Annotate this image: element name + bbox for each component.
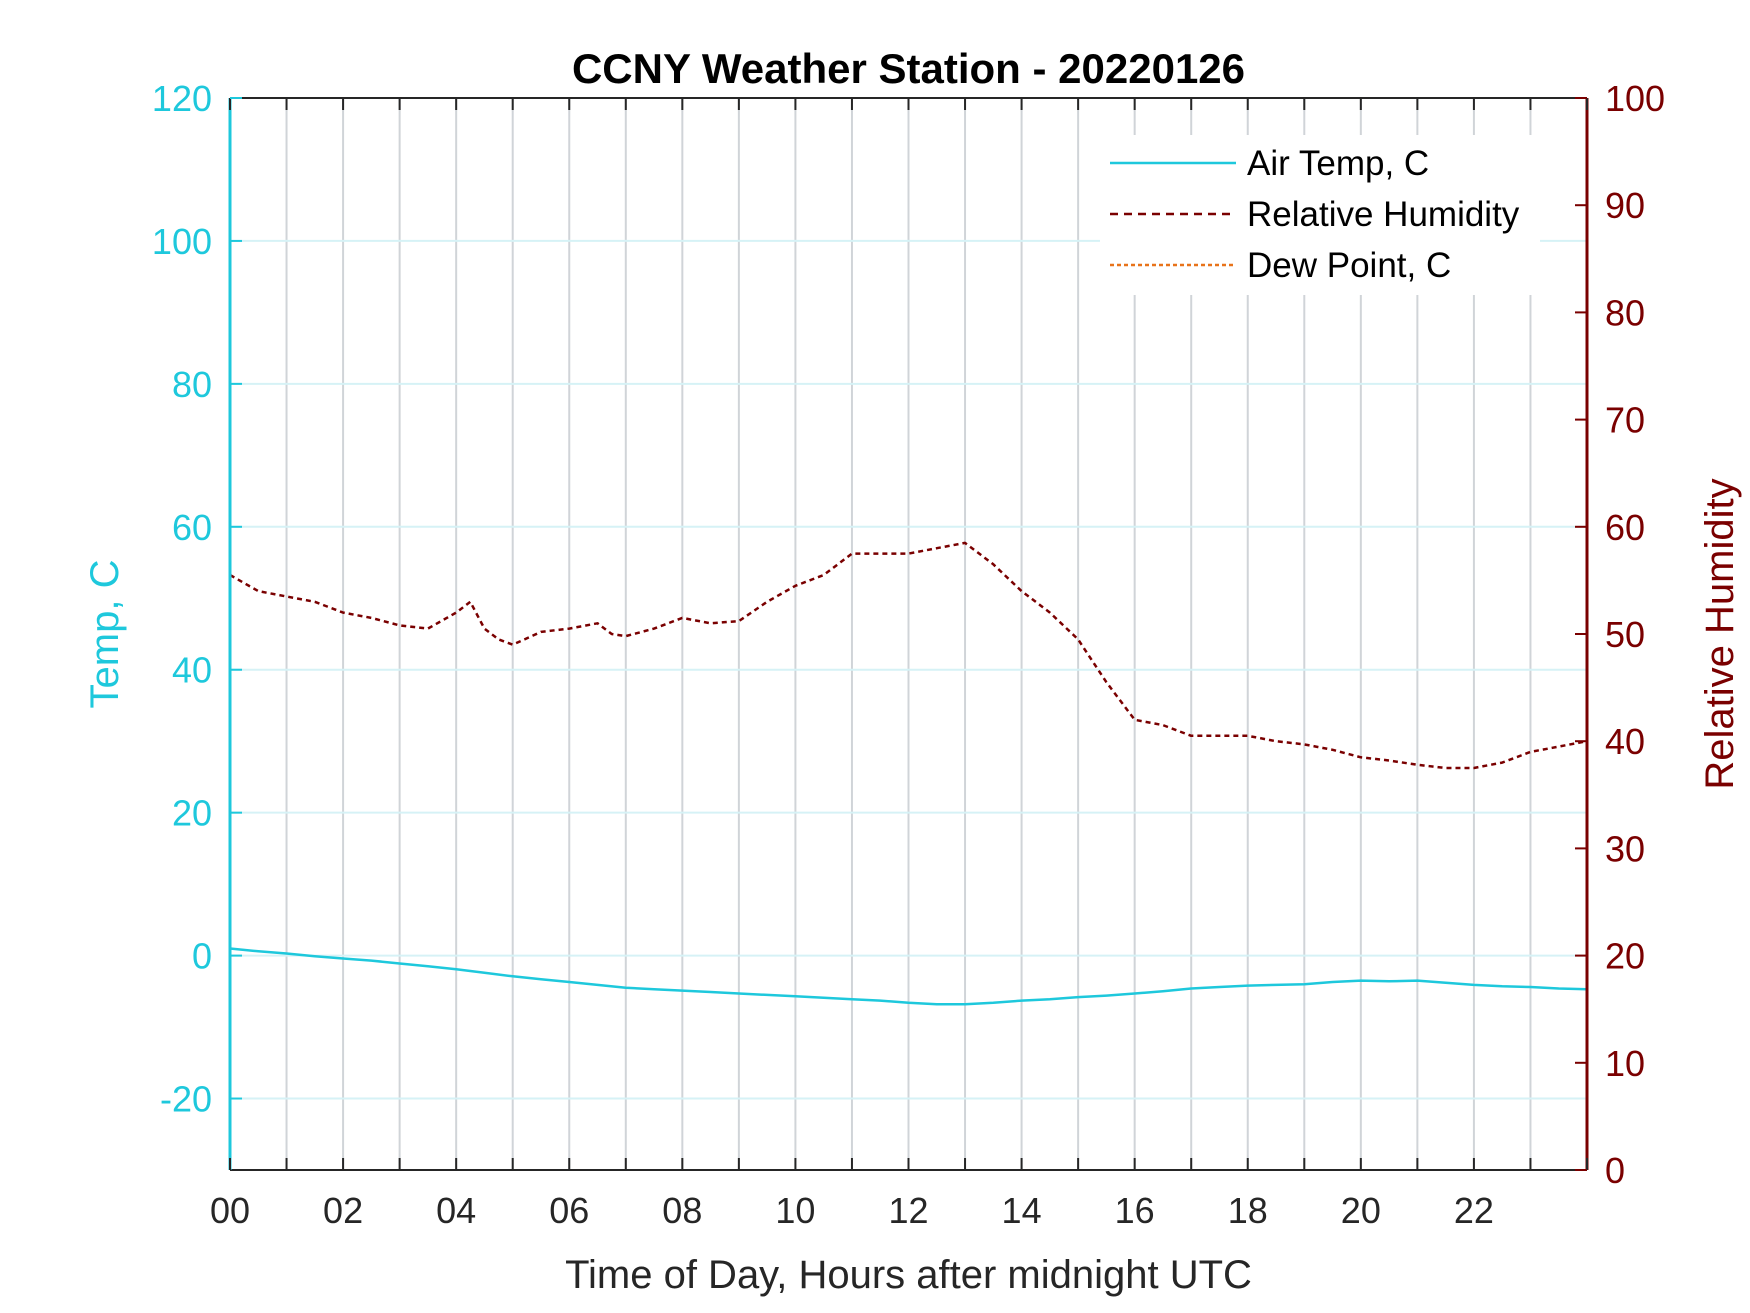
y-right-tick-label: 0: [1605, 1150, 1625, 1191]
legend-label-air-temp: Air Temp, C: [1247, 144, 1429, 183]
chart-title: CCNY Weather Station - 20220126: [572, 45, 1245, 92]
x-tick-label: 06: [549, 1190, 589, 1231]
x-tick-label: 04: [436, 1190, 476, 1231]
y-left-tick-label: 60: [172, 507, 212, 548]
y-right-tick-label: 90: [1605, 185, 1645, 226]
y-left-tick-label: -20: [160, 1079, 212, 1120]
y-axis-left-label: Temp, C: [83, 560, 127, 709]
x-tick-label: 18: [1228, 1190, 1268, 1231]
tick-labels: 00 02 04 06 08 10 12 14 16 18 20 22-200204060801001…: [152, 78, 1665, 1231]
x-tick-label: 22: [1454, 1190, 1494, 1231]
x-tick-label: 14: [1002, 1190, 1042, 1231]
y-right-tick-label: 60: [1605, 507, 1645, 548]
series-line-air-temp-c: [229, 947, 1588, 1006]
y-right-tick-label: 100: [1605, 78, 1665, 119]
x-tick-label: 08: [662, 1190, 702, 1231]
y-right-tick-label: 10: [1605, 1043, 1645, 1084]
legend-label-relative-humidity: Relative Humidity: [1247, 195, 1520, 234]
y-axis-right-label: Relative Humidity: [1698, 478, 1742, 789]
y-left-tick-label: 120: [152, 78, 212, 119]
legend-label-dew-point: Dew Point, C: [1247, 246, 1451, 285]
x-tick-label: 16: [1115, 1190, 1155, 1231]
y-right-tick-label: 70: [1605, 400, 1645, 441]
y-right-tick-label: 80: [1605, 292, 1645, 333]
x-tick-label: 12: [888, 1190, 928, 1231]
series-line-relative-humidity: [229, 541, 1588, 770]
x-axis-label: Time of Day, Hours after midnight UTC: [565, 1253, 1252, 1297]
y-right-tick-label: 40: [1605, 721, 1645, 762]
x-tick-label: 02: [323, 1190, 363, 1231]
y-right-tick-label: 20: [1605, 936, 1645, 977]
x-tick-label: 10: [775, 1190, 815, 1231]
y-left-tick-label: 0: [192, 936, 212, 977]
y-right-tick-label: 30: [1605, 828, 1645, 869]
axes: [228, 97, 1589, 1171]
x-tick-label: 00: [210, 1190, 250, 1231]
legend: Air Temp, C Relative Humidity Dew Point,…: [1100, 135, 1540, 295]
y-left-tick-label: 40: [172, 650, 212, 691]
y-left-tick-label: 100: [152, 221, 212, 262]
y-left-tick-label: 20: [172, 793, 212, 834]
y-left-tick-label: 80: [172, 364, 212, 405]
y-right-tick-label: 50: [1605, 614, 1645, 655]
x-tick-label: 20: [1341, 1190, 1381, 1231]
series-layer: [229, 541, 1588, 1006]
